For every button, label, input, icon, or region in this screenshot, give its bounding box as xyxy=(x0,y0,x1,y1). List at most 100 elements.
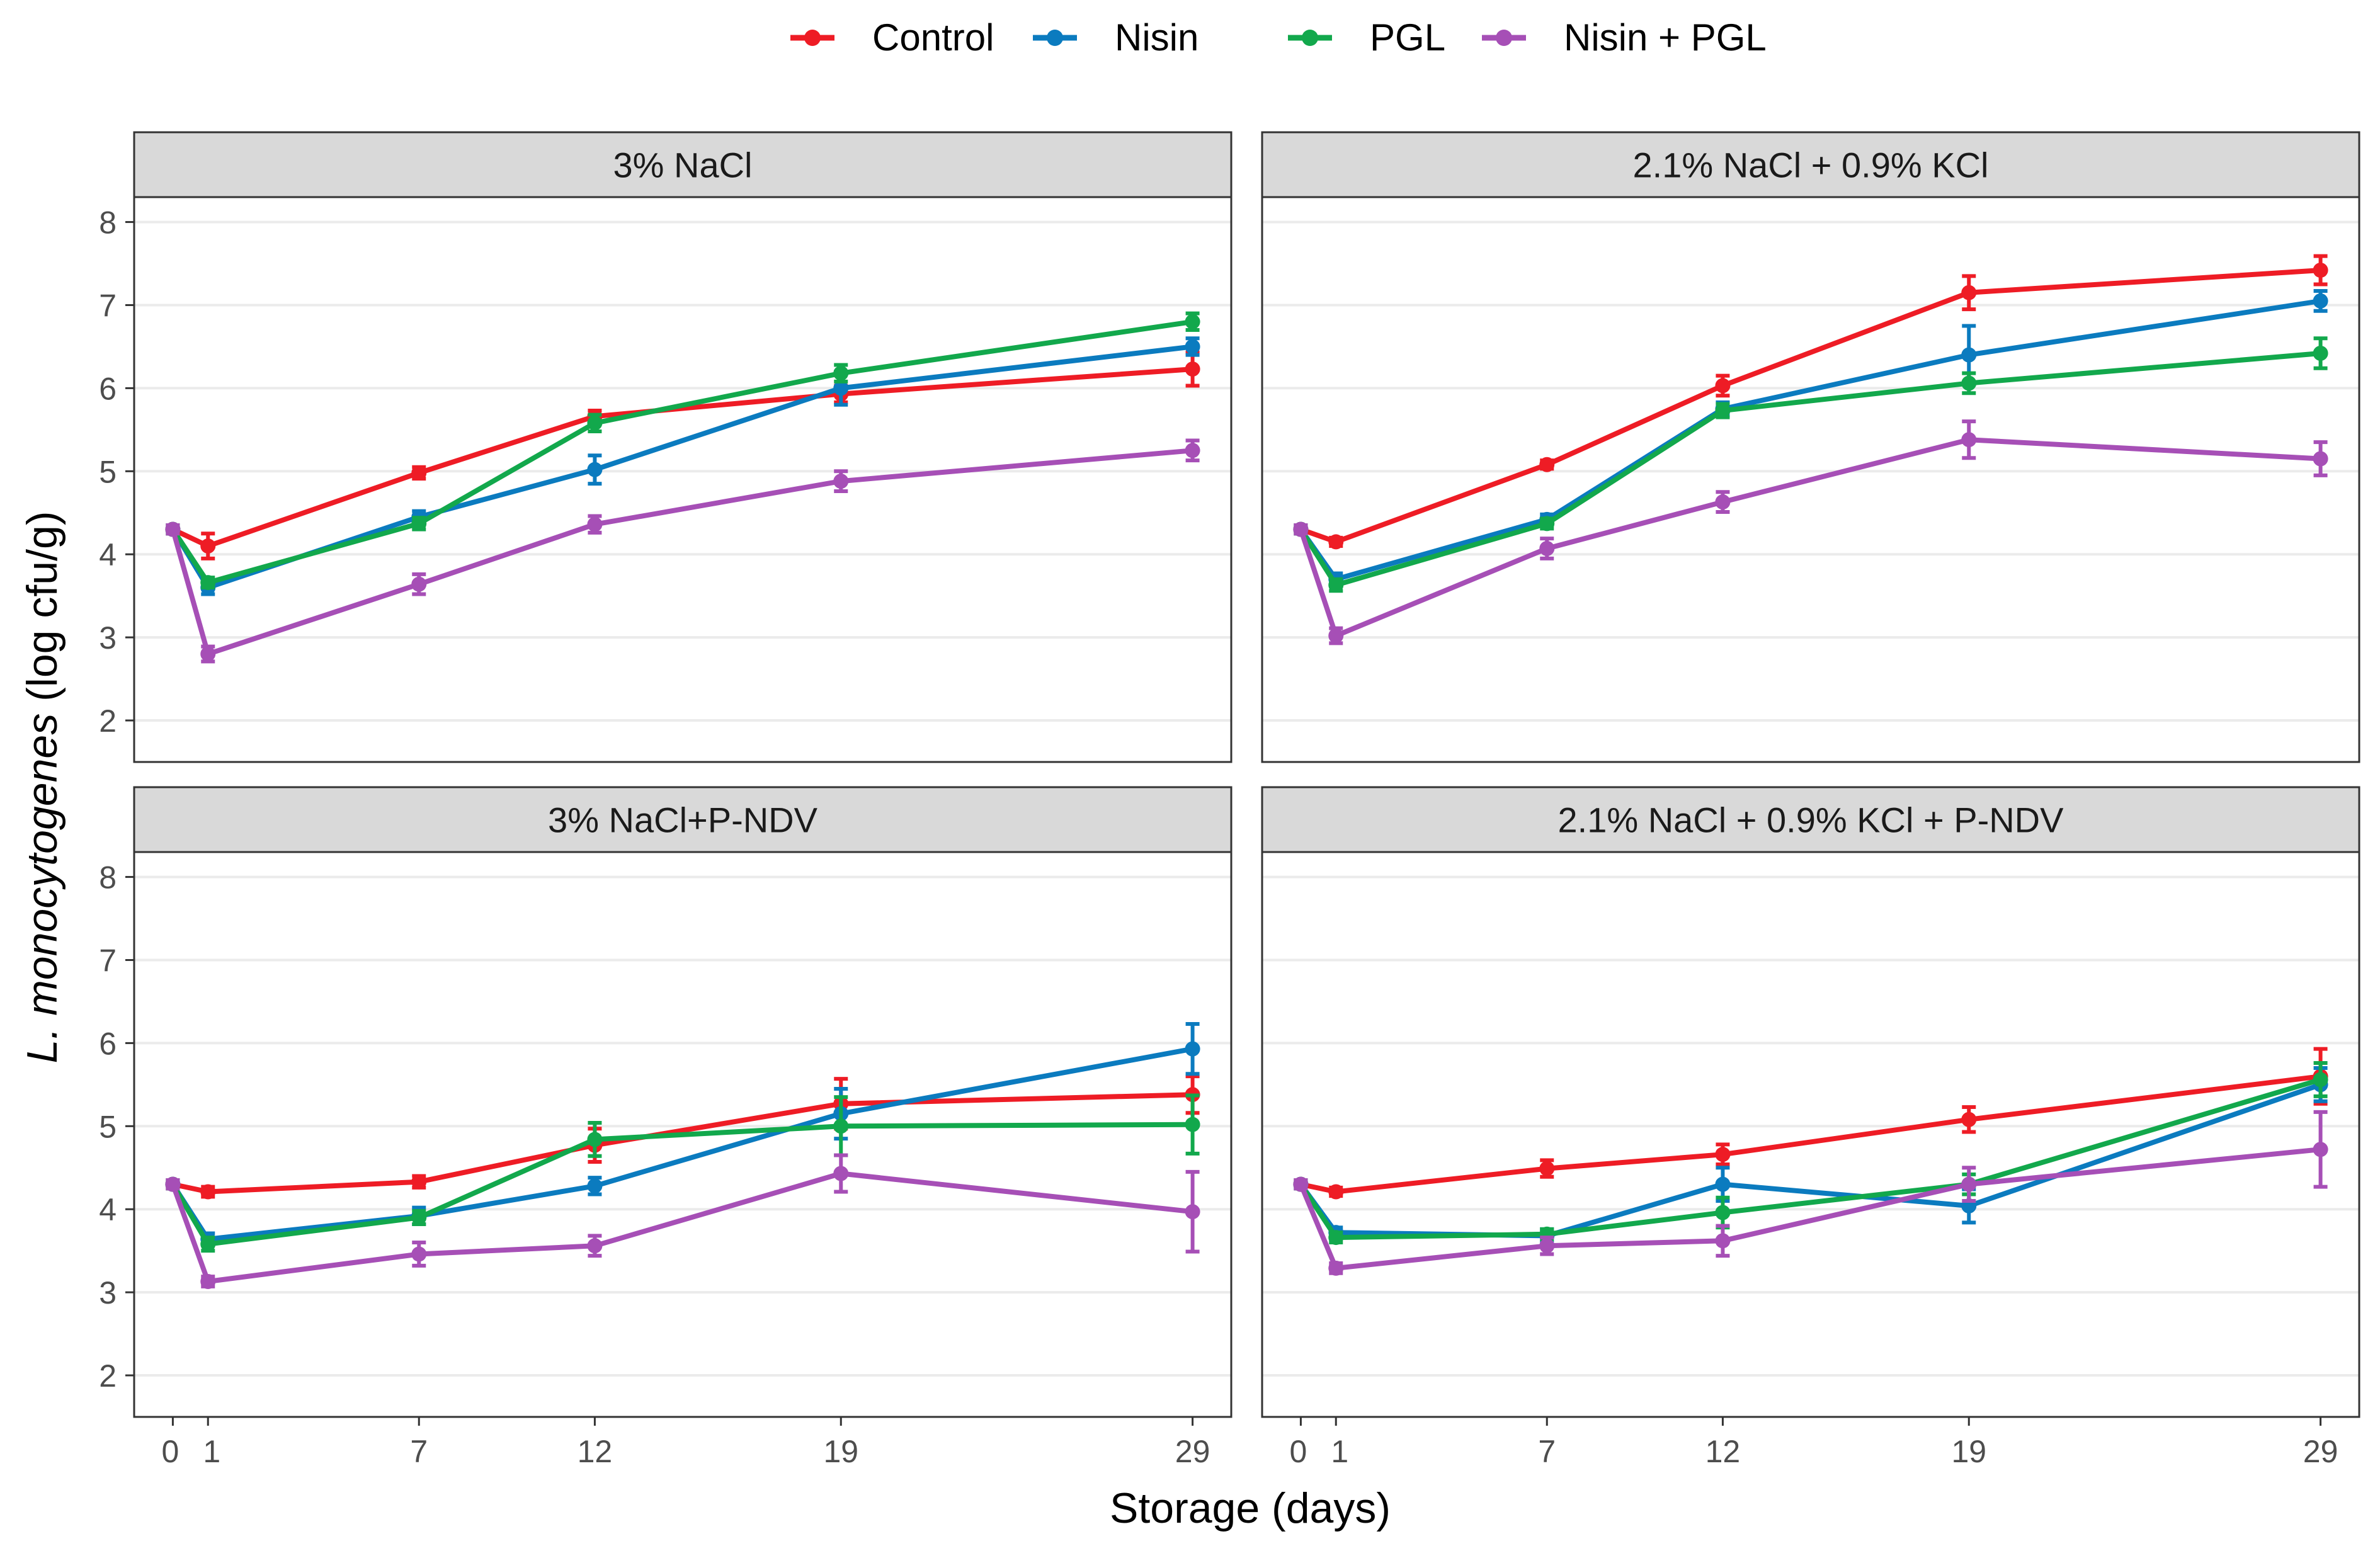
series-pgl xyxy=(165,1093,1200,1253)
data-point xyxy=(200,646,216,662)
legend-label-control: Control xyxy=(872,16,994,59)
legend-item-pgl: PGL xyxy=(1288,16,1445,59)
series-line-pgl xyxy=(1299,1077,2321,1241)
y-tick-label-7: 7 xyxy=(99,288,117,323)
data-point xyxy=(165,521,181,537)
data-point xyxy=(200,1184,216,1200)
data-point xyxy=(2313,451,2328,467)
data-point xyxy=(411,576,427,592)
data-point xyxy=(411,516,427,531)
data-point xyxy=(833,474,849,489)
series-line-nisin-pgl xyxy=(1298,437,2321,639)
data-point xyxy=(1961,1176,1977,1192)
data-point xyxy=(833,1118,849,1134)
y-tick-label-2: 2 xyxy=(99,703,117,739)
legend-item-nisin: Nisin xyxy=(1033,16,1199,59)
data-point xyxy=(1715,378,1731,394)
y-tick-label-7: 7 xyxy=(99,943,117,978)
y-tick-label-6: 6 xyxy=(99,371,117,406)
legend-marker-pgl xyxy=(1302,30,1318,46)
series-nisin-pgl xyxy=(1293,1110,2328,1276)
panel-strip xyxy=(133,786,1233,853)
data-point xyxy=(2313,263,2328,278)
data-point xyxy=(587,1132,603,1147)
series-line-pgl xyxy=(170,1122,1193,1247)
series-line-pgl xyxy=(171,319,1193,586)
data-point xyxy=(1293,521,1309,537)
data-point xyxy=(200,538,216,554)
x-tick-label-7: 7 xyxy=(410,1434,428,1469)
y-tick-label-3: 3 xyxy=(99,620,117,656)
legend-marker-nisin-pgl xyxy=(1496,30,1512,46)
series-line-pgl xyxy=(1299,351,2321,588)
data-point xyxy=(587,462,603,477)
panel-title: 3% NaCl+P-NDV xyxy=(548,800,818,840)
y-axis-title: L. monocytogenes (log cfu/g) xyxy=(18,511,66,1064)
data-point xyxy=(411,1174,427,1190)
panel-strip xyxy=(1261,131,2360,198)
data-point xyxy=(1328,1230,1344,1246)
data-point xyxy=(587,1178,603,1194)
data-point xyxy=(1328,1260,1344,1276)
data-point xyxy=(1328,1184,1344,1200)
data-point xyxy=(200,1236,216,1252)
y-tick-label-6: 6 xyxy=(99,1026,117,1061)
series-nisin-pgl xyxy=(165,1153,1200,1289)
data-point xyxy=(411,465,427,480)
data-point xyxy=(1328,628,1344,644)
x-tick-label-7: 7 xyxy=(1538,1434,1556,1469)
legend-item-nisin-pgl: Nisin + PGL xyxy=(1482,16,1767,59)
panel-strip xyxy=(133,131,1233,198)
data-point xyxy=(1328,534,1344,550)
series-nisin-pgl xyxy=(165,438,1200,664)
x-tick-label-19: 19 xyxy=(1951,1434,1986,1469)
series-nisin-pgl xyxy=(1293,419,2328,645)
data-point xyxy=(1961,432,1977,448)
series-line-nisin-pgl xyxy=(170,448,1193,657)
x-tick-label-19: 19 xyxy=(823,1434,858,1469)
data-point xyxy=(1185,443,1200,458)
data-point xyxy=(1961,375,1977,391)
data-point xyxy=(2313,1072,2328,1088)
data-point xyxy=(2313,1142,2328,1157)
facet-panels: 3% NaCl 2 3 4 5 6 7 8 2.1% NaCl + 0.9% KCl 3% NaC… xyxy=(99,131,2360,1469)
data-point xyxy=(587,516,603,532)
y-tick-label-8: 8 xyxy=(99,205,117,241)
data-point xyxy=(200,1273,216,1289)
series-line-nisin-pgl xyxy=(170,1171,1193,1284)
legend-label-nisin-pgl: Nisin + PGL xyxy=(1564,16,1767,59)
y-tick-label-2: 2 xyxy=(99,1358,117,1394)
y-tick-label-3: 3 xyxy=(99,1275,117,1310)
data-point xyxy=(1293,1176,1309,1192)
y-tick-label-8: 8 xyxy=(99,860,117,895)
series-line-nisin-pgl xyxy=(1298,1147,2321,1271)
data-point xyxy=(165,1176,181,1192)
legend-marker-control xyxy=(804,30,821,46)
panel-1: 3% NaCl 2 3 4 5 6 7 8 xyxy=(99,131,1233,763)
data-point xyxy=(833,365,849,381)
data-point xyxy=(1539,540,1555,556)
data-point xyxy=(1539,516,1555,531)
data-point xyxy=(833,380,849,396)
y-tick-label-5: 5 xyxy=(99,1109,117,1144)
panel-3: 3% NaCl+P-NDV 2 3 4 5 6 7 8 0 1 7 12 19 29 xyxy=(99,786,1233,1469)
legend-marker-nisin xyxy=(1047,30,1063,46)
panel-strip xyxy=(1261,786,2360,853)
x-tick-label-1: 1 xyxy=(203,1434,220,1469)
panel-title: 3% NaCl xyxy=(613,145,753,185)
legend-item-control: Control xyxy=(790,16,994,59)
x-tick-label-0: 0 xyxy=(1290,1434,1307,1469)
panel-4: 2.1% NaCl + 0.9% KCl + P-NDV 0 1 7 12 19 29 xyxy=(1261,786,2360,1469)
panel-border xyxy=(133,196,1233,763)
data-point xyxy=(1715,494,1731,510)
data-point xyxy=(1539,457,1555,472)
series-pgl xyxy=(1293,336,2328,593)
data-point xyxy=(1715,1176,1731,1192)
data-point xyxy=(833,1166,849,1181)
x-tick-label-29: 29 xyxy=(1175,1434,1210,1469)
y-tick-label-5: 5 xyxy=(99,454,117,489)
data-point xyxy=(1185,314,1200,329)
data-point xyxy=(1715,403,1731,419)
panel-border xyxy=(1261,851,2360,1418)
